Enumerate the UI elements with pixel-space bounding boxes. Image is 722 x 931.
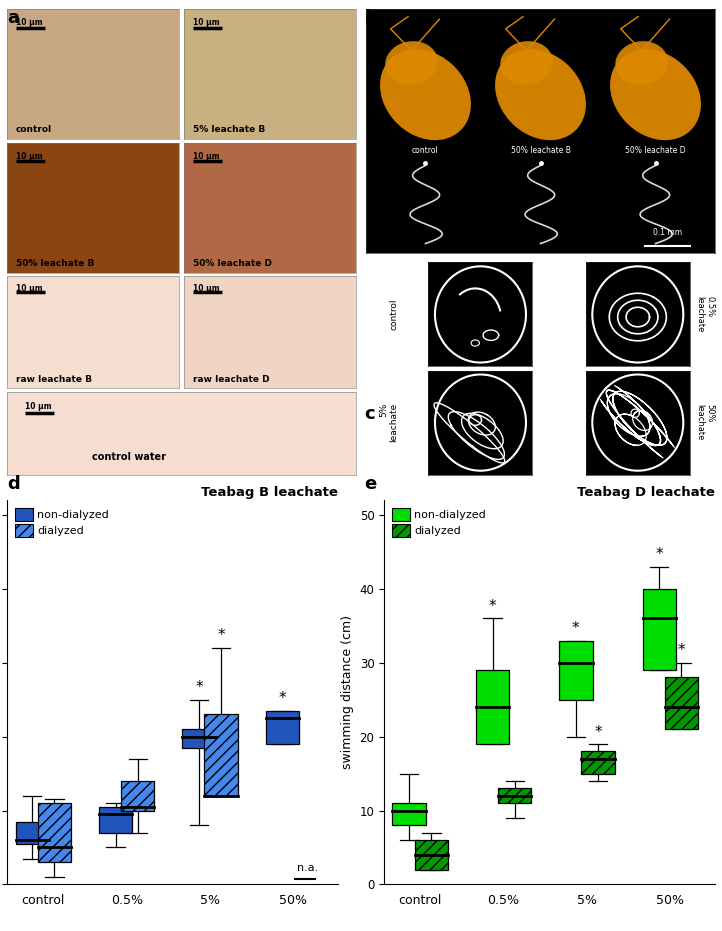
Bar	[204, 714, 238, 796]
Text: 0.5%
leachate: 0.5% leachate	[695, 296, 714, 332]
Text: 5% leachate B: 5% leachate B	[193, 125, 265, 134]
Ellipse shape	[386, 41, 438, 85]
Ellipse shape	[610, 49, 701, 141]
Text: 50%
leachate: 50% leachate	[695, 404, 714, 440]
Text: *: *	[195, 681, 203, 695]
Bar	[476, 670, 509, 744]
Text: *: *	[678, 643, 685, 658]
Text: control water: control water	[92, 452, 166, 462]
Legend: non-dialyzed, dialyzed: non-dialyzed, dialyzed	[390, 506, 488, 539]
Text: 10 μm: 10 μm	[16, 152, 43, 161]
Text: control: control	[389, 299, 399, 331]
Text: *: *	[489, 599, 496, 614]
Text: c: c	[365, 405, 375, 423]
Bar	[498, 789, 531, 803]
Bar	[121, 781, 155, 811]
Ellipse shape	[495, 49, 586, 141]
Text: 10 μm: 10 μm	[193, 19, 219, 27]
Y-axis label: swimming distance (cm): swimming distance (cm)	[341, 615, 354, 769]
Text: raw leachate B: raw leachate B	[16, 375, 92, 384]
Text: *: *	[572, 621, 580, 636]
Text: *: *	[656, 547, 663, 562]
Ellipse shape	[615, 41, 668, 85]
Text: 50% leachate D: 50% leachate D	[193, 259, 271, 267]
Text: 50% leachate D: 50% leachate D	[625, 146, 686, 155]
Text: n.a.: n.a.	[297, 863, 318, 873]
Bar	[414, 840, 448, 870]
Ellipse shape	[380, 49, 471, 141]
Text: e: e	[365, 475, 377, 492]
Text: *: *	[217, 628, 225, 643]
Bar	[559, 641, 593, 700]
Text: Teabag D leachate: Teabag D leachate	[577, 486, 715, 499]
Bar	[182, 729, 216, 748]
Text: b: b	[365, 9, 378, 27]
Bar	[643, 588, 676, 670]
Text: *: *	[279, 692, 286, 707]
Text: 10 μm: 10 μm	[16, 284, 43, 293]
Ellipse shape	[500, 41, 553, 85]
Bar	[38, 803, 71, 862]
Text: a: a	[7, 9, 19, 27]
Text: 5%
leachate: 5% leachate	[379, 403, 399, 442]
Bar	[665, 678, 698, 729]
Text: d: d	[7, 475, 20, 492]
Bar	[581, 751, 614, 774]
Text: Teabag B leachate: Teabag B leachate	[201, 486, 338, 499]
Text: 10 μm: 10 μm	[193, 152, 219, 161]
Bar	[266, 710, 299, 744]
Legend: non-dialyzed, dialyzed: non-dialyzed, dialyzed	[13, 506, 111, 539]
Text: 50% leachate B: 50% leachate B	[16, 259, 94, 267]
Text: *: *	[594, 724, 602, 739]
Text: control: control	[412, 146, 439, 155]
Bar	[99, 807, 132, 832]
Bar	[393, 803, 426, 825]
Text: raw leachate D: raw leachate D	[193, 375, 269, 384]
Text: control: control	[16, 125, 52, 134]
Text: 10 μm: 10 μm	[25, 402, 51, 411]
Text: 0.1 mm: 0.1 mm	[653, 228, 682, 237]
Text: 10 μm: 10 μm	[193, 284, 219, 293]
Text: 10 μm: 10 μm	[16, 19, 43, 27]
Text: 50% leachate B: 50% leachate B	[510, 146, 570, 155]
Bar	[16, 822, 49, 843]
